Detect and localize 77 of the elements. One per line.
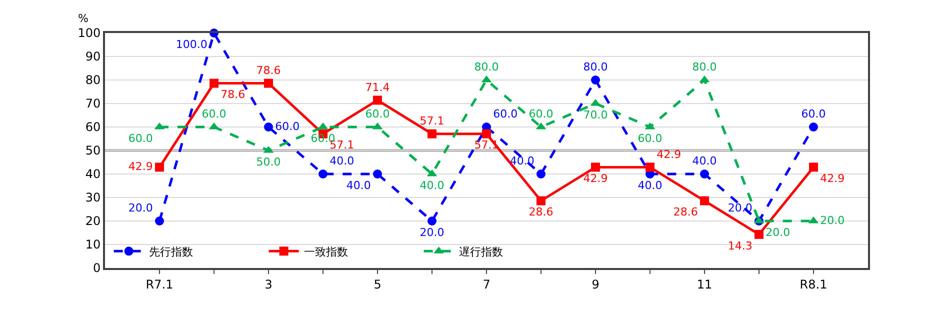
point	[155, 162, 164, 172]
data-label: 60.0	[365, 108, 390, 121]
data-label: 57.1	[420, 114, 444, 128]
y-tick-label: 40	[85, 167, 101, 182]
legend-label: 先行指数	[148, 245, 193, 258]
x-tick-label: R8.1	[800, 277, 828, 292]
data-label: 50.0	[256, 155, 281, 168]
point	[318, 170, 328, 178]
point	[591, 76, 600, 84]
data-label: 40.0	[330, 154, 354, 168]
x-tick-label: R7.1	[146, 277, 174, 292]
data-label: 14.3	[728, 239, 752, 252]
data-label: 28.6	[528, 206, 554, 219]
data-label: 80.0	[692, 60, 717, 74]
data-label: 42.9	[820, 172, 845, 186]
point	[428, 216, 436, 226]
point	[482, 129, 491, 138]
data-label: 60.0	[638, 132, 662, 145]
point	[210, 78, 218, 88]
y-tick-label: 20	[85, 214, 101, 228]
data-label: 20.0	[128, 202, 153, 215]
data-label: 20.0	[766, 226, 790, 239]
point	[373, 170, 382, 178]
data-label: 42.9	[583, 172, 608, 186]
data-label: 60.0	[202, 108, 226, 121]
x-tick-label: 5	[374, 277, 382, 292]
data-label: 28.6	[673, 206, 698, 219]
x-tick-label: 7	[482, 277, 490, 292]
y-tick-label: 80	[85, 73, 101, 88]
data-label: 78.6	[256, 64, 281, 77]
y-tick-label: 0	[92, 261, 101, 276]
data-label: 40.0	[420, 178, 444, 192]
data-label: 60.0	[128, 132, 153, 145]
point	[264, 122, 273, 132]
legend-label: 一致指数	[304, 245, 348, 258]
y-tick-label: 10	[85, 238, 101, 252]
data-label: 20.0	[420, 226, 444, 239]
data-label: 71.4	[365, 80, 390, 94]
x-tick-label: 11	[696, 277, 712, 292]
y-tick-label: 100	[78, 26, 101, 40]
point	[700, 196, 709, 206]
point	[536, 170, 546, 178]
point	[809, 162, 818, 172]
data-label: 60.0	[493, 108, 518, 121]
data-label: 40.0	[346, 178, 371, 192]
data-label: 100.0	[176, 38, 208, 51]
y-tick-label: 70	[85, 96, 101, 111]
x-tick-label: 9	[592, 277, 600, 292]
point	[754, 230, 764, 239]
data-label: 20.0	[820, 214, 845, 227]
point	[264, 78, 273, 88]
data-label: 42.9	[656, 148, 682, 161]
y-tick-label: 50	[85, 144, 101, 158]
point	[591, 162, 600, 172]
data-label: 80.0	[583, 60, 608, 74]
data-label: 40.0	[638, 178, 662, 192]
data-label: 60.0	[801, 108, 826, 121]
data-label: 78.6	[220, 88, 246, 102]
data-label: 42.9	[128, 160, 153, 173]
point	[809, 122, 818, 132]
y-tick-label: 60	[85, 120, 101, 134]
data-label: 70.0	[583, 108, 608, 122]
y-axis-title: %	[78, 12, 88, 25]
data-label: 60.0	[528, 108, 554, 121]
point	[536, 196, 546, 206]
y-tick-label: 30	[85, 190, 101, 205]
x-tick-label: 3	[264, 277, 272, 292]
point	[700, 170, 709, 178]
point	[155, 216, 164, 226]
legend-label: 遅行指数	[458, 245, 503, 258]
data-label: 80.0	[474, 60, 499, 74]
data-label: 40.0	[692, 154, 717, 168]
point	[373, 96, 382, 105]
y-tick-label: 90	[85, 50, 101, 64]
point	[428, 129, 436, 138]
data-label: 60.0	[275, 120, 300, 133]
point	[646, 162, 654, 172]
